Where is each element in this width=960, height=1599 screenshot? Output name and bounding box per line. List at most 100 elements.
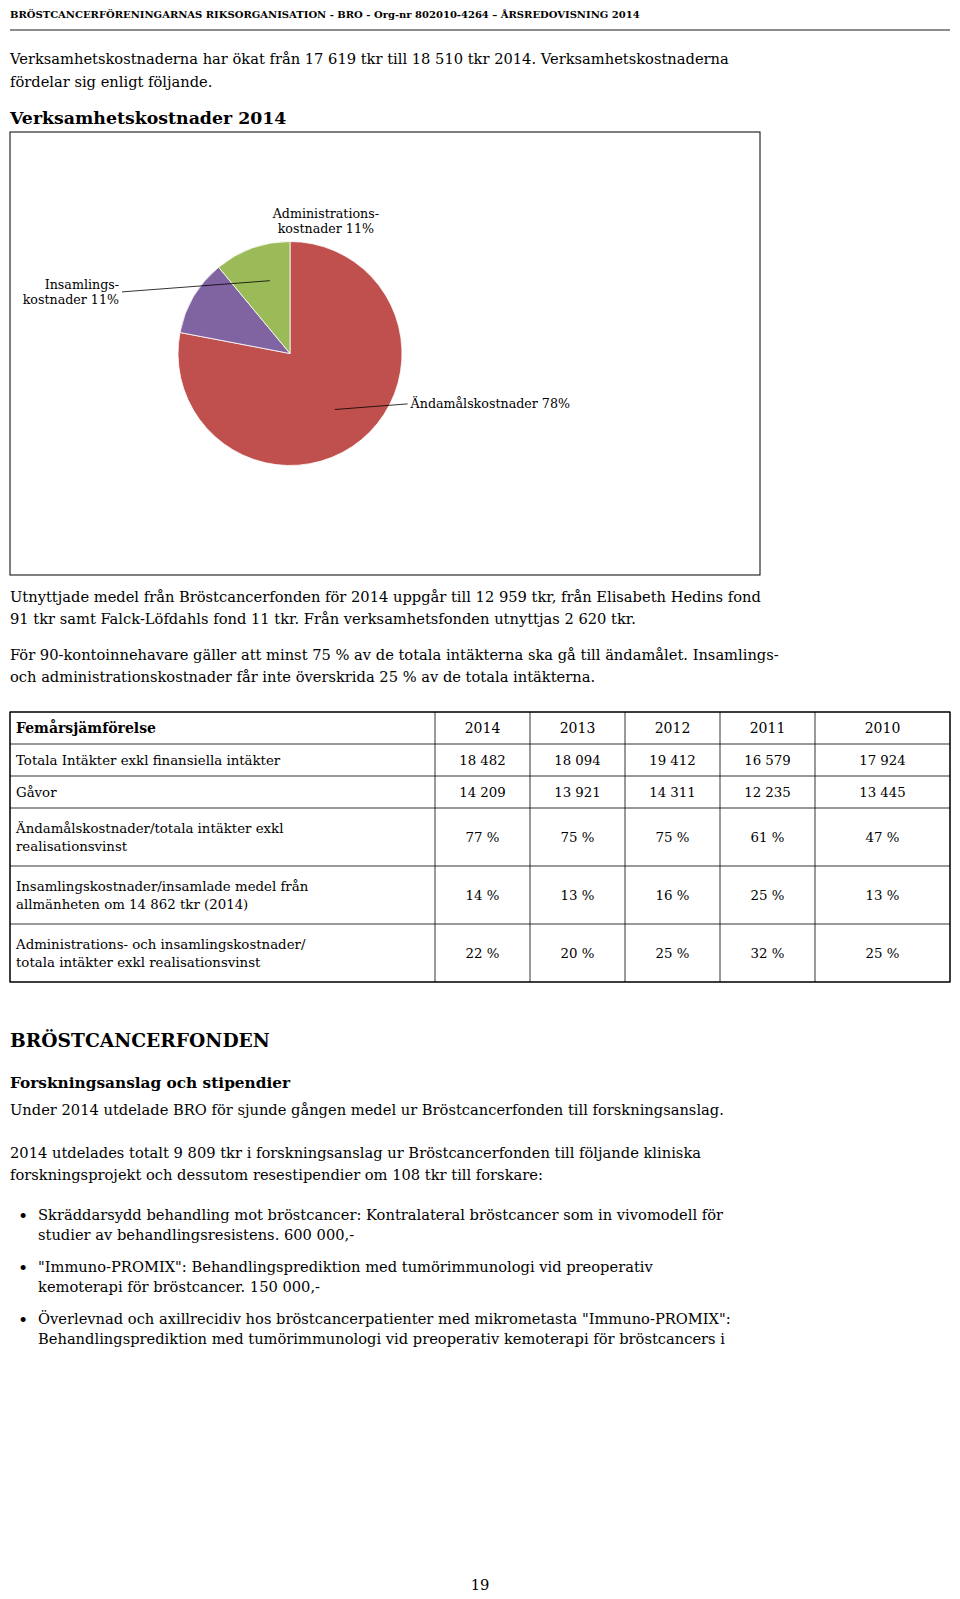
slice-label-line: Ändamålskostnader 78% <box>410 396 570 411</box>
table-cell-line: allmänheten om 14 862 tkr (2014) <box>16 897 248 912</box>
table-cell: 13 % <box>561 888 595 903</box>
section-title: BRÖSTCANCERFONDEN <box>10 1029 270 1051</box>
paragraph-line: 2014 utdelades totalt 9 809 tkr i forskn… <box>10 1144 701 1161</box>
table-header-line: 2010 <box>865 720 901 736</box>
bullet-text-line: Skräddarsydd behandling mot bröstcancer:… <box>38 1206 723 1223</box>
bullet-text-line: Överlevnad och axillrecidiv hos bröstcan… <box>38 1310 731 1327</box>
table-cell-line: Totala Intäkter exkl finansiella intäkte… <box>16 753 281 768</box>
table-cell-line: 32 % <box>751 946 785 961</box>
table-rule <box>10 924 950 925</box>
table-cell-line: 75 % <box>561 830 595 845</box>
table-cell: 13 921 <box>554 785 601 800</box>
slice-label: Ändamålskostnader 78% <box>410 396 570 411</box>
paragraph: forskningsprojekt och dessutom resestipe… <box>10 1166 543 1183</box>
table-cell: Administrations- och insamlingskostnader… <box>15 937 306 970</box>
table-cell-line: totala intäkter exkl realisationsvinst <box>16 955 261 970</box>
table-cell-line: 18 482 <box>459 753 506 768</box>
slice-label-line: kostnader 11% <box>23 292 119 307</box>
paragraph-line: 91 tkr samt Falck-Löfdahls fond 11 tkr. … <box>10 610 636 627</box>
bullet-text-line: "Immuno-PROMIX": Behandlingsprediktion m… <box>38 1258 653 1275</box>
paragraph-line: För 90-kontoinnehavare gäller att minst … <box>10 646 779 663</box>
table-cell: 19 412 <box>649 753 696 768</box>
pie <box>178 242 402 466</box>
table-cell: 32 % <box>751 946 785 961</box>
table-cell: 25 % <box>656 946 690 961</box>
page: BRÖSTCANCERFÖRENINGARNAS RIKSORGANISATIO… <box>0 0 960 1599</box>
page-number: 19 <box>471 1576 490 1593</box>
bullet-line: • <box>18 1310 28 1330</box>
bullet-line: • <box>18 1206 28 1226</box>
slice-label: Insamlings-kostnader 11% <box>23 277 119 307</box>
table-header-line: 2013 <box>560 720 596 736</box>
table-cell-line: realisationsvinst <box>16 839 128 854</box>
table-header: Femårsjämförelse <box>16 719 156 736</box>
paragraph-line: fördelar sig enligt följande. <box>10 73 212 90</box>
table-rule <box>10 744 950 745</box>
table-cell: Totala Intäkter exkl finansiella intäkte… <box>16 753 281 768</box>
chart-frame <box>10 132 760 575</box>
bullet-text: Behandlingsprediktion med tumörimmunolog… <box>38 1330 725 1347</box>
paragraph: och administrationskostnader får inte öv… <box>10 668 595 685</box>
table-cell: 77 % <box>466 830 500 845</box>
table-cell: 16 % <box>656 888 690 903</box>
table-cell-line: 13 % <box>561 888 595 903</box>
table-rule <box>530 712 531 982</box>
table-cell: 14 % <box>466 888 500 903</box>
subsection-title: Forskningsanslag och stipendier <box>10 1074 291 1092</box>
slice-label-line: kostnader 11% <box>278 221 374 236</box>
slice-label-line: Insamlings- <box>45 277 119 292</box>
bullet-text-line: studier av behandlingsresistens. 600 000… <box>38 1226 354 1243</box>
bullet: • <box>18 1310 28 1330</box>
table-cell-line: 13 921 <box>554 785 601 800</box>
table-cell-line: Gåvor <box>16 785 57 800</box>
paragraph: Verksamhetskostnaderna har ökat från 17 … <box>9 50 729 67</box>
table-cell-line: 14 209 <box>459 785 506 800</box>
table-cell: 12 235 <box>744 785 791 800</box>
table-rule <box>720 712 721 982</box>
table-cell: 20 % <box>561 946 595 961</box>
chart-title-line: Verksamhetskostnader 2014 <box>9 108 286 128</box>
bullet-text: kemoterapi för bröstcancer. 150 000,- <box>38 1278 320 1295</box>
bullet-text: Överlevnad och axillrecidiv hos bröstcan… <box>38 1310 731 1327</box>
leader-line <box>335 404 408 410</box>
table-rule <box>10 712 11 982</box>
bullet-text: Skräddarsydd behandling mot bröstcancer:… <box>38 1206 723 1223</box>
table-cell-line: 19 412 <box>649 753 696 768</box>
table-cell: 18 094 <box>554 753 601 768</box>
table-rule <box>10 982 950 983</box>
paragraph-line: och administrationskostnader får inte öv… <box>10 668 595 685</box>
table-header: 2011 <box>750 720 786 736</box>
table-cell-line: 16 579 <box>744 753 791 768</box>
subsection-title-line: Forskningsanslag och stipendier <box>10 1074 291 1092</box>
table-cell-line: 25 % <box>751 888 785 903</box>
paragraph: För 90-kontoinnehavare gäller att minst … <box>10 646 779 663</box>
table-cell: 17 924 <box>859 753 906 768</box>
table-header: 2014 <box>465 720 501 736</box>
pie-slice <box>219 242 290 354</box>
header-rule <box>10 30 950 31</box>
table-cell: 14 311 <box>649 785 696 800</box>
table-cell-line: Ändamålskostnader/totala intäkter exkl <box>15 821 283 836</box>
bullet: • <box>18 1206 28 1226</box>
table-cell: Ändamålskostnader/totala intäkter exkl re… <box>15 821 283 854</box>
paragraph-line: forskningsprojekt och dessutom resestipe… <box>10 1166 543 1183</box>
table-cell-line: Administrations- och insamlingskostnader… <box>15 937 306 952</box>
paragraph-line: Under 2014 utdelade BRO för sjunde gånge… <box>10 1101 724 1118</box>
paragraph: Utnyttjade medel från Bröstcancerfonden … <box>10 588 761 605</box>
bullet-text: studier av behandlingsresistens. 600 000… <box>38 1226 354 1243</box>
slice-label: Administrations-kostnader 11% <box>272 206 379 236</box>
bullet: • <box>18 1258 28 1278</box>
paragraph: Under 2014 utdelade BRO för sjunde gånge… <box>10 1101 724 1118</box>
paragraph: 2014 utdelades totalt 9 809 tkr i forskn… <box>10 1144 701 1161</box>
table-rule <box>625 712 626 982</box>
table-cell-line: 25 % <box>866 946 900 961</box>
table-cell: 61 % <box>751 830 785 845</box>
table-cell-line: Insamlingskostnader/insamlade medel från <box>16 879 309 894</box>
table <box>10 712 950 982</box>
paragraph: 91 tkr samt Falck-Löfdahls fond 11 tkr. … <box>10 610 636 627</box>
table-cell-line: 75 % <box>656 830 690 845</box>
table-header-line: 2011 <box>750 720 786 736</box>
section-title-line: BRÖSTCANCERFONDEN <box>10 1029 270 1051</box>
table-header-line: Femårsjämförelse <box>16 719 156 736</box>
table-rule <box>950 712 951 982</box>
